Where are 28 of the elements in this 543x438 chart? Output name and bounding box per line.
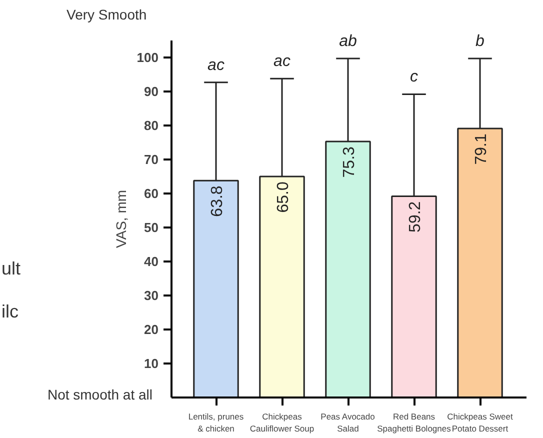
y-tick-label: 50 — [144, 220, 159, 235]
y-axis-title: VAS, mm — [112, 190, 129, 248]
data-label: 59.2 — [407, 201, 424, 232]
y-tick-label: 60 — [144, 186, 159, 201]
x-tick-label: Peas Avocado Salad — [320, 412, 376, 434]
data-label: 65.0 — [275, 182, 292, 213]
annotation: ac — [274, 53, 290, 70]
y-tick-label: 30 — [144, 288, 159, 303]
y-tick-label: 40 — [144, 254, 159, 269]
data-label: 75.3 — [341, 146, 358, 178]
x-tick-label: Lentils, prunes & chicken — [188, 412, 244, 434]
x-tick-label: Chickpeas Cauliflower Soup — [250, 412, 314, 434]
data-label: 79.1 — [473, 134, 490, 165]
y-tick-label: 100 — [136, 50, 159, 65]
data-label: 63.8 — [209, 186, 226, 217]
y-tick-label: 10 — [144, 356, 159, 371]
y-tick-label: 90 — [144, 84, 159, 99]
y-tick-label: 70 — [144, 152, 159, 167]
text: ilc — [2, 302, 18, 322]
annotation: b — [476, 33, 485, 50]
y-tick-label: 80 — [144, 118, 159, 133]
y-tick-label: 20 — [144, 322, 159, 337]
text: Not smooth at all — [47, 386, 153, 402]
text: Very Smooth — [66, 6, 147, 22]
annotation: c — [410, 68, 418, 86]
annotation: ac — [208, 56, 224, 74]
text: ult — [2, 258, 21, 278]
annotation: ab — [339, 33, 357, 50]
